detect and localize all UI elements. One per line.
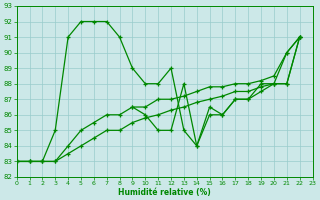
X-axis label: Humidité relative (%): Humidité relative (%) — [118, 188, 211, 197]
